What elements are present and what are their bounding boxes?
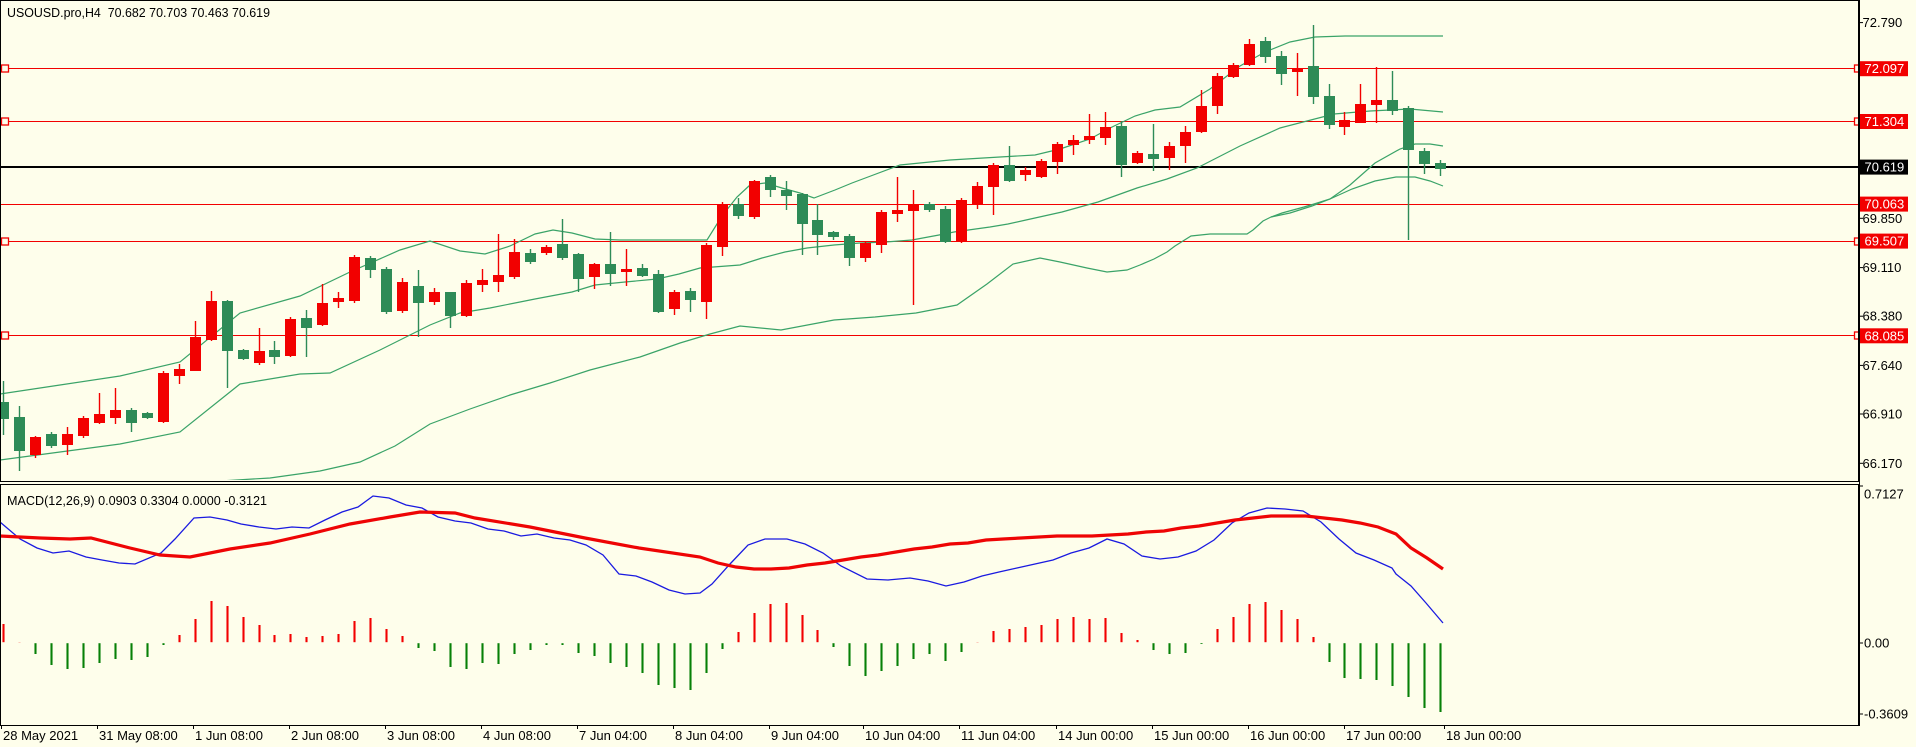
svg-text:68.085: 68.085 xyxy=(1865,328,1905,343)
svg-text:66.170: 66.170 xyxy=(1863,456,1903,471)
svg-text:72.097: 72.097 xyxy=(1865,61,1905,76)
svg-text:3 Jun 08:00: 3 Jun 08:00 xyxy=(387,728,455,743)
svg-text:MACD(12,26,9) 0.0903 0.3304 0.: MACD(12,26,9) 0.0903 0.3304 0.0000 -0.31… xyxy=(7,494,267,508)
svg-text:69.110: 69.110 xyxy=(1863,260,1902,275)
svg-text:0.7127: 0.7127 xyxy=(1864,487,1904,502)
svg-text:USOUSD.pro,H4 70.682 70.703 7: USOUSD.pro,H4 70.682 70.703 70.463 70.61… xyxy=(7,6,270,20)
svg-text:68.380: 68.380 xyxy=(1863,309,1903,324)
svg-text:9 Jun 04:00: 9 Jun 04:00 xyxy=(771,728,839,743)
svg-text:10 Jun 04:00: 10 Jun 04:00 xyxy=(865,728,940,743)
svg-text:66.910: 66.910 xyxy=(1863,407,1903,422)
svg-text:-0.3609: -0.3609 xyxy=(1864,707,1908,722)
svg-text:69.850: 69.850 xyxy=(1863,211,1903,226)
svg-text:70.063: 70.063 xyxy=(1865,197,1905,212)
svg-text:17 Jun 00:00: 17 Jun 00:00 xyxy=(1346,728,1421,743)
svg-text:69.507: 69.507 xyxy=(1865,234,1905,249)
svg-text:14 Jun 00:00: 14 Jun 00:00 xyxy=(1058,728,1133,743)
svg-text:18 Jun 00:00: 18 Jun 00:00 xyxy=(1446,728,1521,743)
svg-text:1 Jun 08:00: 1 Jun 08:00 xyxy=(195,728,263,743)
svg-text:4 Jun 08:00: 4 Jun 08:00 xyxy=(483,728,551,743)
svg-text:0.00: 0.00 xyxy=(1864,636,1889,651)
svg-text:11 Jun 04:00: 11 Jun 04:00 xyxy=(961,728,1035,743)
svg-text:31 May 08:00: 31 May 08:00 xyxy=(99,728,178,743)
svg-text:72.790: 72.790 xyxy=(1863,15,1903,30)
svg-text:16 Jun 00:00: 16 Jun 00:00 xyxy=(1250,728,1325,743)
svg-text:70.619: 70.619 xyxy=(1865,160,1905,175)
svg-text:7 Jun 04:00: 7 Jun 04:00 xyxy=(579,728,647,743)
svg-text:2 Jun 08:00: 2 Jun 08:00 xyxy=(291,728,359,743)
svg-text:28 May 2021: 28 May 2021 xyxy=(3,728,78,743)
svg-text:67.640: 67.640 xyxy=(1863,358,1903,373)
svg-text:71.304: 71.304 xyxy=(1865,114,1905,129)
svg-text:8 Jun 04:00: 8 Jun 04:00 xyxy=(675,728,743,743)
svg-text:15 Jun 00:00: 15 Jun 00:00 xyxy=(1154,728,1229,743)
